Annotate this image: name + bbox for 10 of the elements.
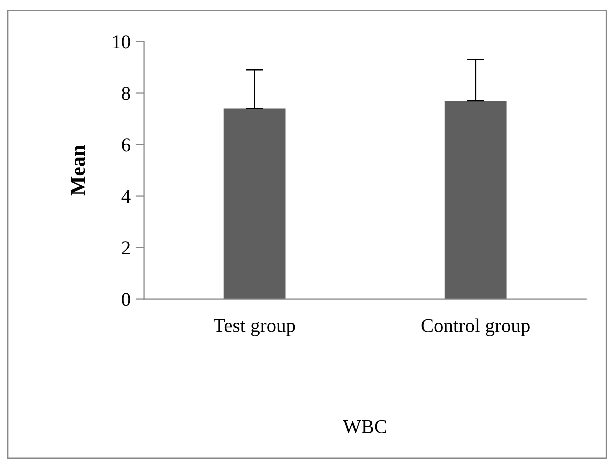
y-tick-label: 8 — [122, 87, 130, 100]
y-tick-label: 0 — [122, 293, 130, 306]
y-tick-label: 2 — [122, 242, 130, 255]
x-axis-title: WBC — [343, 420, 386, 434]
x-tick-label: Control group — [422, 318, 530, 336]
y-tick-label: 6 — [122, 138, 131, 152]
y-axis-title: Mean — [71, 145, 86, 196]
x-tick-label: Test group — [214, 319, 296, 336]
y-tick-label: 10 — [113, 36, 130, 49]
y-tick-label: 4 — [122, 190, 131, 204]
